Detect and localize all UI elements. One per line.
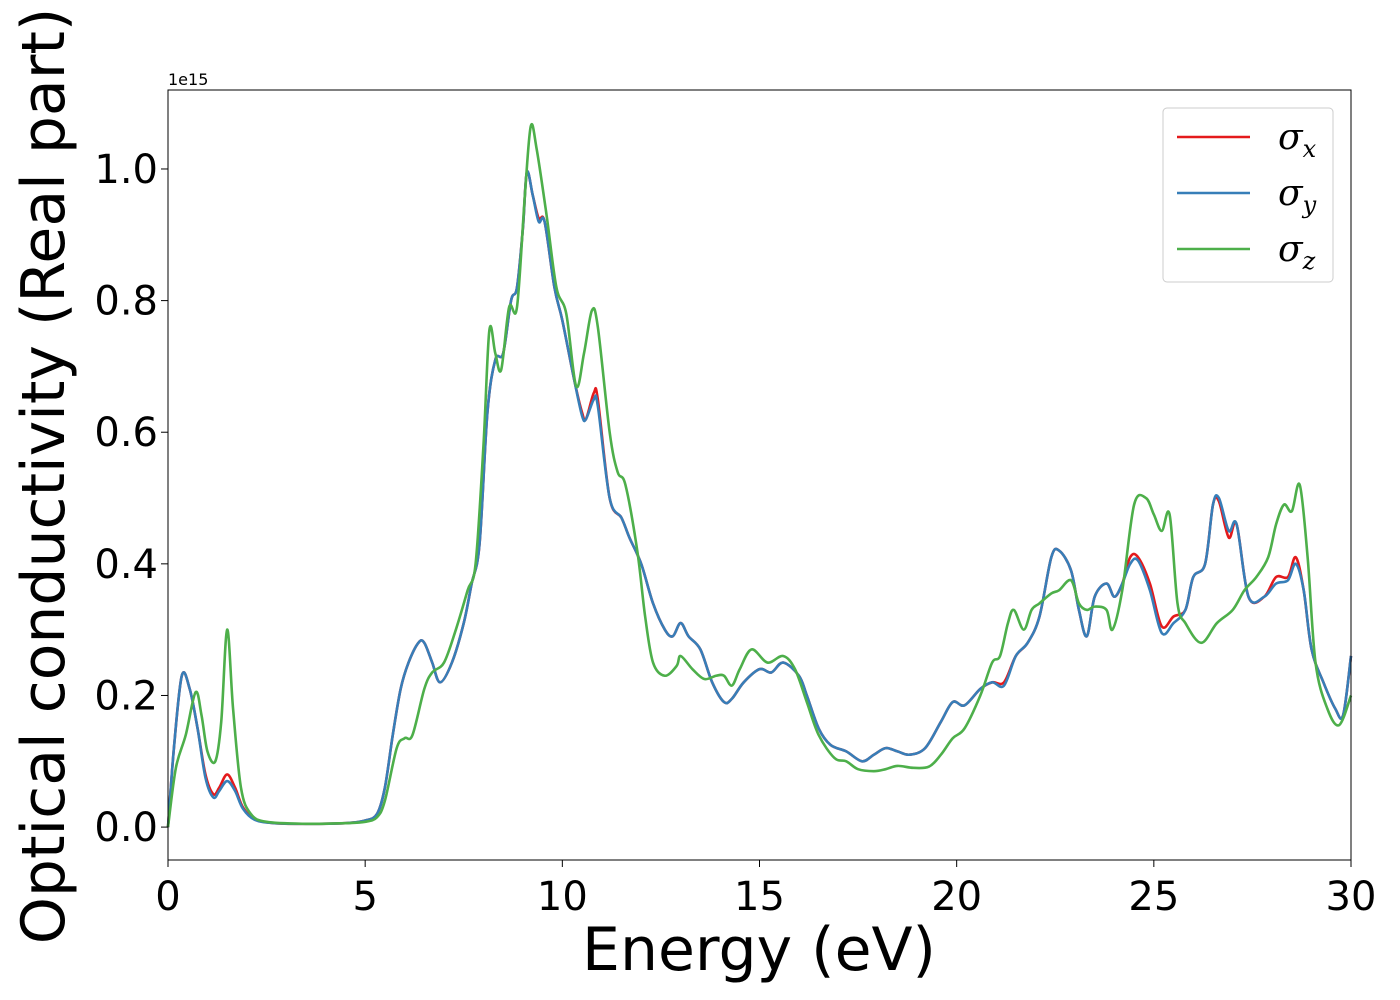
x-tick-label: 30 (1326, 874, 1377, 920)
x-tick-label: 20 (931, 874, 982, 920)
y-tick-label: 0.6 (94, 410, 158, 456)
legend-frame (1162, 107, 1334, 283)
series-line-y (166, 170, 1353, 828)
y-tick-label: 0.0 (94, 805, 158, 851)
x-tick-label: 25 (1128, 874, 1179, 920)
y-axis: 0.0 0.2 0.4 0.6 0.8 1.0 (94, 147, 168, 851)
x-tick-label: 0 (155, 874, 180, 920)
x-axis: 0 5 10 15 20 25 30 (155, 860, 1376, 920)
y-tick-label: 0.8 (94, 279, 158, 325)
y-offset-label: 1e15 (168, 70, 208, 89)
y-tick-label: 0.4 (94, 542, 158, 588)
y-axis-title: Optical conductivity (Real part) (9, 8, 79, 945)
x-tick-label: 15 (734, 874, 785, 920)
x-tick-label: 5 (352, 874, 377, 920)
series-line-z (166, 123, 1353, 828)
x-axis-title: Energy (eV) (582, 915, 936, 985)
series-layer (166, 123, 1353, 828)
y-tick-label: 1.0 (94, 147, 158, 193)
y-tick-label: 0.2 (94, 673, 158, 719)
x-tick-label: 10 (537, 874, 588, 920)
